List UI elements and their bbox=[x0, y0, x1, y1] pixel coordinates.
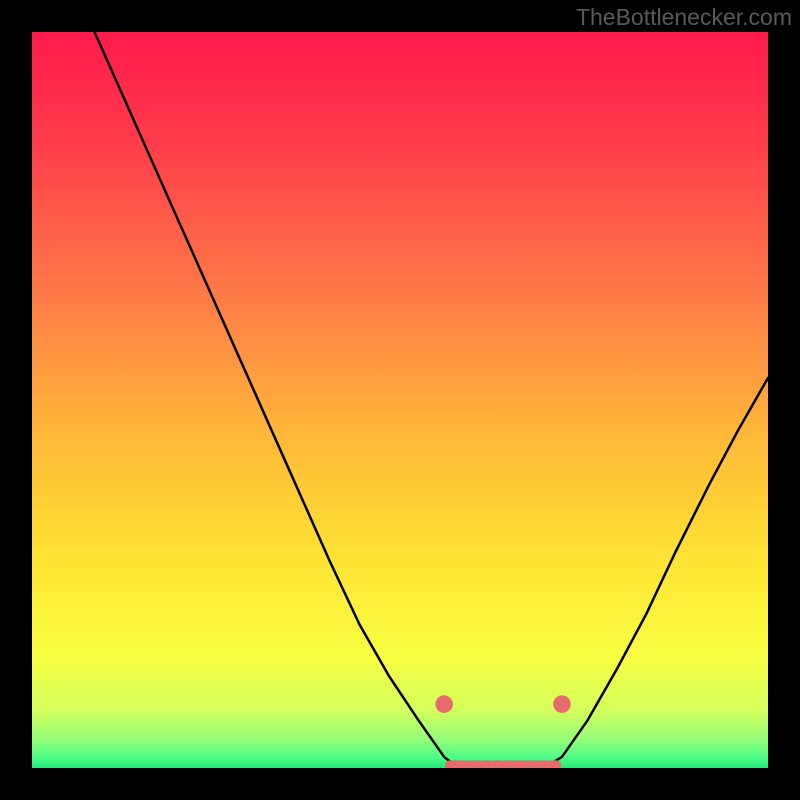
bottleneck-curve bbox=[32, 32, 768, 768]
chart-plot-area bbox=[32, 32, 768, 768]
sweet-spot-indicator bbox=[435, 695, 570, 768]
watermark-text: TheBottlenecker.com bbox=[576, 4, 792, 31]
